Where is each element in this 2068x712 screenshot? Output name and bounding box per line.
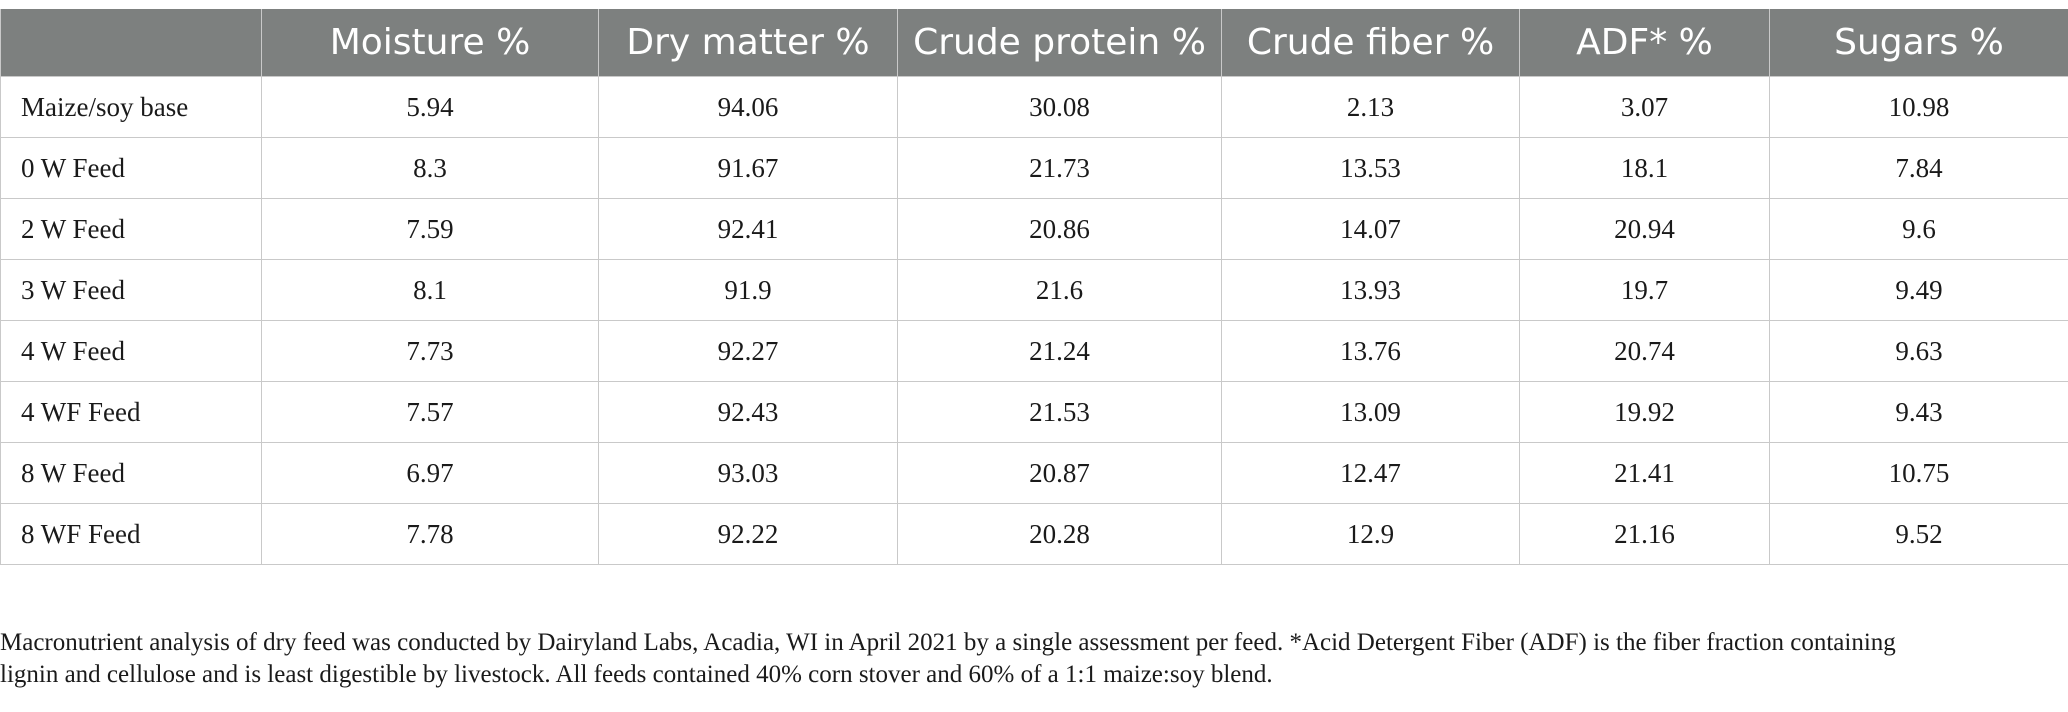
cell-crude-fiber: 14.07 — [1221, 198, 1520, 260]
cell-moisture: 8.1 — [261, 259, 599, 321]
cell-crude-protein: 21.24 — [897, 320, 1222, 382]
table-row: Maize/soy base 5.94 94.06 30.08 2.13 3.0… — [0, 76, 2068, 138]
cell-sugars: 9.6 — [1769, 198, 2068, 260]
cell-crude-fiber: 12.9 — [1221, 503, 1520, 565]
cell-dry-matter: 92.41 — [598, 198, 898, 260]
header-cell-adf: ADF* % — [1519, 9, 1770, 77]
row-label: 8 W Feed — [0, 442, 262, 504]
table-row: 0 W Feed 8.3 91.67 21.73 13.53 18.1 7.84 — [0, 137, 2068, 199]
table-row: 4 WF Feed 7.57 92.43 21.53 13.09 19.92 9… — [0, 381, 2068, 443]
cell-sugars: 9.52 — [1769, 503, 2068, 565]
table-body: Maize/soy base 5.94 94.06 30.08 2.13 3.0… — [0, 76, 2068, 565]
table-row: 8 WF Feed 7.78 92.22 20.28 12.9 21.16 9.… — [0, 503, 2068, 565]
row-label: 8 WF Feed — [0, 503, 262, 565]
table-row: 4 W Feed 7.73 92.27 21.24 13.76 20.74 9.… — [0, 320, 2068, 382]
header-cell-dry-matter: Dry matter % — [598, 9, 898, 77]
cell-moisture: 6.97 — [261, 442, 599, 504]
cell-adf: 19.92 — [1519, 381, 1770, 443]
header-cell-crude-protein: Crude protein % — [897, 9, 1222, 77]
cell-sugars: 10.75 — [1769, 442, 2068, 504]
cell-moisture: 8.3 — [261, 137, 599, 199]
cell-sugars: 10.98 — [1769, 76, 2068, 138]
row-label: 3 W Feed — [0, 259, 262, 321]
cell-moisture: 7.59 — [261, 198, 599, 260]
cell-crude-fiber: 13.93 — [1221, 259, 1520, 321]
cell-crude-protein: 30.08 — [897, 76, 1222, 138]
cell-crude-protein: 21.53 — [897, 381, 1222, 443]
cell-dry-matter: 92.27 — [598, 320, 898, 382]
cell-crude-fiber: 2.13 — [1221, 76, 1520, 138]
cell-moisture: 5.94 — [261, 76, 599, 138]
cell-crude-protein: 20.86 — [897, 198, 1222, 260]
row-label: 4 W Feed — [0, 320, 262, 382]
footnote-line-2: lignin and cellulose and is least digest… — [0, 661, 1273, 688]
cell-dry-matter: 92.43 — [598, 381, 898, 443]
table-footnote: Macronutrient analysis of dry feed was c… — [0, 627, 2060, 691]
footnote-line-1: Macronutrient analysis of dry feed was c… — [0, 629, 1896, 656]
cell-sugars: 9.43 — [1769, 381, 2068, 443]
table-header: Moisture % Dry matter % Crude protein % … — [0, 9, 2068, 77]
cell-crude-fiber: 13.53 — [1221, 137, 1520, 199]
header-cell-blank — [0, 9, 262, 77]
row-label: Maize/soy base — [0, 76, 262, 138]
feed-analysis-table-container: Moisture % Dry matter % Crude protein % … — [0, 9, 2068, 565]
header-cell-crude-fiber: Crude fiber % — [1221, 9, 1520, 77]
cell-crude-protein: 21.6 — [897, 259, 1222, 321]
cell-sugars: 9.63 — [1769, 320, 2068, 382]
table-row: 3 W Feed 8.1 91.9 21.6 13.93 19.7 9.49 — [0, 259, 2068, 321]
cell-adf: 21.16 — [1519, 503, 1770, 565]
cell-dry-matter: 92.22 — [598, 503, 898, 565]
row-label: 2 W Feed — [0, 198, 262, 260]
cell-adf: 19.7 — [1519, 259, 1770, 321]
cell-adf: 18.1 — [1519, 137, 1770, 199]
cell-dry-matter: 94.06 — [598, 76, 898, 138]
cell-dry-matter: 93.03 — [598, 442, 898, 504]
cell-crude-fiber: 13.76 — [1221, 320, 1520, 382]
table-row: 2 W Feed 7.59 92.41 20.86 14.07 20.94 9.… — [0, 198, 2068, 260]
cell-crude-protein: 21.73 — [897, 137, 1222, 199]
cell-dry-matter: 91.9 — [598, 259, 898, 321]
header-cell-sugars: Sugars % — [1769, 9, 2068, 77]
cell-crude-fiber: 13.09 — [1221, 381, 1520, 443]
cell-adf: 3.07 — [1519, 76, 1770, 138]
cell-moisture: 7.78 — [261, 503, 599, 565]
header-row: Moisture % Dry matter % Crude protein % … — [0, 9, 2068, 77]
cell-sugars: 9.49 — [1769, 259, 2068, 321]
cell-sugars: 7.84 — [1769, 137, 2068, 199]
cell-adf: 20.74 — [1519, 320, 1770, 382]
header-cell-moisture: Moisture % — [261, 9, 599, 77]
row-label: 4 WF Feed — [0, 381, 262, 443]
cell-crude-fiber: 12.47 — [1221, 442, 1520, 504]
table-row: 8 W Feed 6.97 93.03 20.87 12.47 21.41 10… — [0, 442, 2068, 504]
cell-crude-protein: 20.87 — [897, 442, 1222, 504]
cell-adf: 20.94 — [1519, 198, 1770, 260]
cell-moisture: 7.57 — [261, 381, 599, 443]
row-label: 0 W Feed — [0, 137, 262, 199]
cell-adf: 21.41 — [1519, 442, 1770, 504]
cell-crude-protein: 20.28 — [897, 503, 1222, 565]
cell-dry-matter: 91.67 — [598, 137, 898, 199]
cell-moisture: 7.73 — [261, 320, 599, 382]
feed-analysis-table: Moisture % Dry matter % Crude protein % … — [0, 9, 2068, 565]
